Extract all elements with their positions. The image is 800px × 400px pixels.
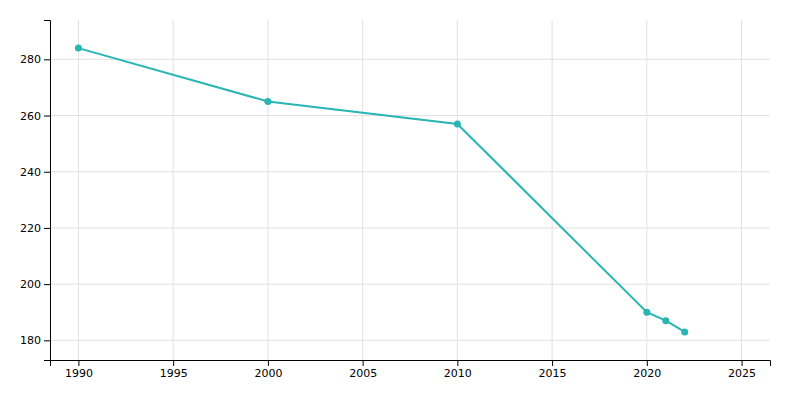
- point: [681, 328, 688, 335]
- x-tick-mark: [647, 360, 648, 366]
- grid: [50, 20, 770, 360]
- x-tick: 2025: [728, 360, 756, 380]
- y-tick-mark: [44, 116, 50, 117]
- y-grid-line: [50, 227, 770, 228]
- y-grid-line: [50, 340, 770, 341]
- x-tick-label: 2000: [254, 367, 282, 380]
- y-tick-mark: [44, 284, 50, 285]
- y-tick-label: 240: [20, 166, 41, 179]
- point: [643, 309, 650, 316]
- chart-container: 1990 1995 2000 2005 2010 2015 2020 2025 180 200 22…: [0, 0, 800, 400]
- y-tick-mark: [44, 228, 50, 229]
- y-tick: 240: [20, 166, 50, 179]
- y-grid-line: [50, 284, 770, 285]
- x-grid-line: [552, 20, 553, 360]
- y-tick: 280: [20, 53, 50, 66]
- x-tick-label: 2025: [728, 367, 756, 380]
- point: [662, 317, 669, 324]
- x-tick-label: 1990: [65, 367, 93, 380]
- x-tick: 1995: [160, 360, 188, 380]
- x-axis: 1990 1995 2000 2005 2010 2015 2020 2025: [51, 360, 771, 380]
- x-tick-mark: [173, 360, 174, 366]
- x-tick-mark: [552, 360, 553, 366]
- y-tick-label: 280: [20, 53, 41, 66]
- y-tick: 220: [20, 222, 50, 235]
- y-tick: 260: [20, 110, 50, 123]
- x-tick: 1990: [65, 360, 93, 380]
- point: [75, 45, 82, 52]
- y-tick-label: 180: [20, 334, 41, 347]
- x-tick-mark: [78, 360, 79, 366]
- x-tick-mark: [268, 360, 269, 366]
- y-tick-label: 220: [20, 222, 41, 235]
- y-tick-mark: [44, 340, 50, 341]
- y-grid-line: [50, 59, 770, 60]
- x-tick-label: 2015: [539, 367, 567, 380]
- line: [78, 48, 684, 332]
- x-tick-label: 1995: [160, 367, 188, 380]
- x-grid-line: [78, 20, 79, 360]
- y-tick-mark: [44, 172, 50, 173]
- plot-area: 1990 1995 2000 2005 2010 2015 2020 2025 180 200 22…: [20, 20, 771, 380]
- y-tick-mark: [44, 59, 50, 60]
- y-tick-label: 200: [20, 278, 41, 291]
- x-grid-line: [457, 20, 458, 360]
- y-axis: 180 200 220 240 260 280: [20, 21, 51, 361]
- x-tick-label: 2005: [349, 367, 377, 380]
- y-tick: 200: [20, 278, 50, 291]
- y-grid-line: [50, 171, 770, 172]
- x-tick: 2010: [444, 360, 472, 380]
- x-tick-mark: [363, 360, 364, 366]
- x-axis-line: [51, 361, 771, 367]
- x-tick-label: 2020: [633, 367, 661, 380]
- x-grid-line: [267, 20, 268, 360]
- x-tick-label: 2010: [444, 367, 472, 380]
- point: [454, 120, 461, 127]
- x-tick: 2005: [349, 360, 377, 380]
- x-tick-mark: [457, 360, 458, 366]
- x-tick-mark: [742, 360, 743, 366]
- marks: [75, 45, 688, 336]
- y-tick-label: 260: [20, 110, 41, 123]
- chart-svg: 1990 1995 2000 2005 2010 2015 2020 2025 180 200 22…: [0, 0, 800, 400]
- point: [264, 98, 271, 105]
- x-tick: 2015: [539, 360, 567, 380]
- x-grid-line: [362, 20, 363, 360]
- x-tick: 2020: [633, 360, 661, 380]
- x-grid-line: [741, 20, 742, 360]
- y-grid-line: [50, 115, 770, 116]
- x-tick: 2000: [254, 360, 282, 380]
- y-tick: 180: [20, 334, 50, 347]
- x-grid-line: [173, 20, 174, 360]
- y-axis-line: [44, 21, 51, 361]
